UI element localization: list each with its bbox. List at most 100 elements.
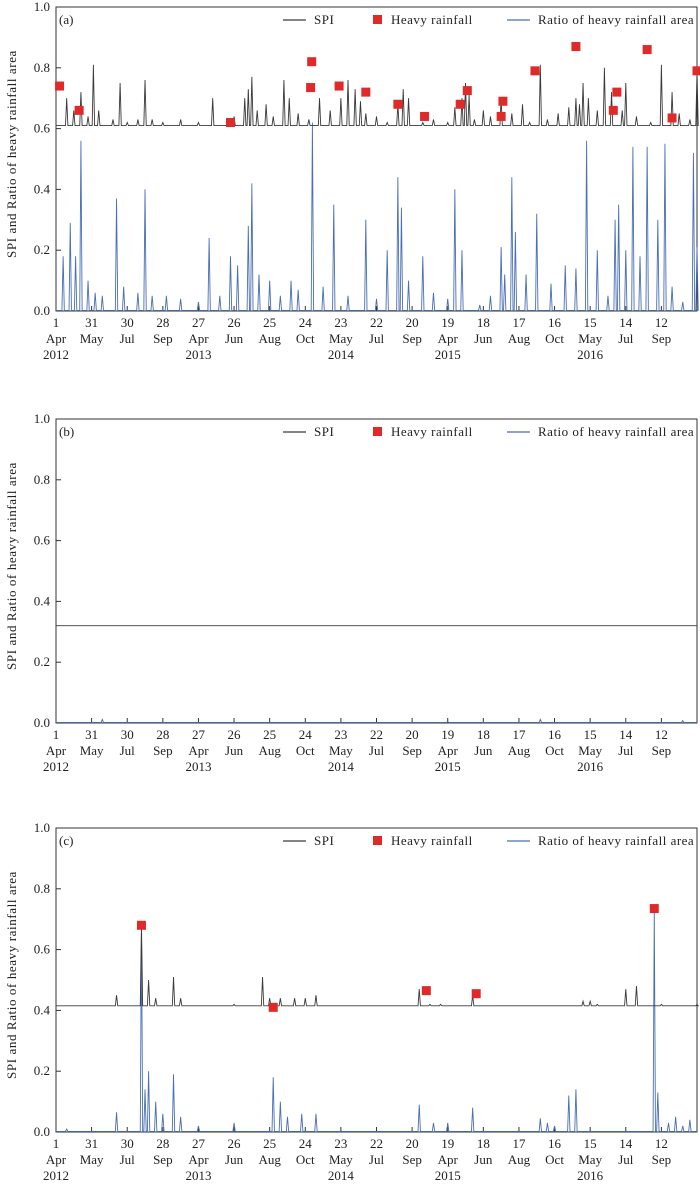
y-tick-label: 0.8 bbox=[34, 881, 50, 896]
heavy-rainfall-marker bbox=[136, 920, 146, 930]
x-tick-month: Aug bbox=[258, 331, 281, 346]
y-tick-label: 0.0 bbox=[34, 1124, 50, 1139]
y-tick-label: 0.0 bbox=[34, 303, 50, 318]
y-tick-label: 1.0 bbox=[34, 0, 50, 14]
heavy-rainfall-marker bbox=[455, 99, 465, 109]
y-tick-label: 1.0 bbox=[34, 411, 50, 426]
plot-frame bbox=[55, 6, 698, 312]
x-tick-month: Sep bbox=[652, 743, 672, 758]
series-ratio-heavy-rainfall-area bbox=[56, 122, 699, 311]
x-tick-day: 30 bbox=[121, 1136, 134, 1151]
x-tick-month: Aug bbox=[508, 1152, 531, 1167]
panel-label: (c) bbox=[59, 833, 73, 848]
x-tick-day: 22 bbox=[370, 315, 383, 330]
heavy-rainfall-marker bbox=[420, 111, 430, 121]
x-tick-month: May bbox=[329, 1152, 353, 1167]
x-tick-month: Apr bbox=[46, 331, 67, 346]
legend-ratio-label: Ratio of heavy rainfall area bbox=[538, 12, 694, 27]
x-tick-month: Jul bbox=[369, 1152, 385, 1167]
x-tick-day: 27 bbox=[192, 727, 206, 742]
x-tick-day: 19 bbox=[441, 1136, 454, 1151]
y-tick-label: 0.6 bbox=[34, 121, 51, 136]
x-tick-day: 14 bbox=[619, 727, 633, 742]
legend-heavy-label: Heavy rainfall bbox=[391, 12, 473, 27]
heavy-rainfall-marker bbox=[74, 105, 84, 115]
x-tick-month: Oct bbox=[545, 1152, 564, 1167]
chart-panel-b: 0.00.20.40.60.81.01Apr201231May30Jul28Se… bbox=[4, 411, 698, 774]
heavy-rainfall-marker bbox=[393, 99, 403, 109]
x-tick-month: May bbox=[80, 1152, 104, 1167]
heavy-rainfall-marker bbox=[462, 86, 472, 96]
x-tick-day: 27 bbox=[192, 1136, 206, 1151]
series-ratio-heavy-rainfall-area bbox=[56, 718, 697, 723]
x-tick-day: 26 bbox=[228, 727, 242, 742]
x-tick-month: Aug bbox=[508, 331, 531, 346]
x-tick-day: 17 bbox=[512, 1136, 526, 1151]
x-tick-day: 1 bbox=[53, 315, 60, 330]
x-tick-day: 22 bbox=[370, 1136, 383, 1151]
x-tick-day: 19 bbox=[441, 315, 454, 330]
chart-panels: 0.00.20.40.60.81.01Apr201231May30Jul28Se… bbox=[4, 0, 700, 1183]
x-tick-day: 20 bbox=[406, 1136, 419, 1151]
x-tick-month: Apr bbox=[46, 743, 67, 758]
x-tick-month: Jul bbox=[618, 743, 634, 758]
y-tick-label: 0.2 bbox=[34, 1063, 50, 1078]
heavy-rainfall-marker bbox=[649, 904, 659, 914]
x-tick-month: Jul bbox=[120, 331, 136, 346]
x-tick-day: 28 bbox=[156, 727, 169, 742]
x-tick-month: Apr bbox=[438, 743, 459, 758]
x-tick-month: Sep bbox=[153, 743, 173, 758]
panel-label: (a) bbox=[59, 12, 73, 27]
x-tick-day: 15 bbox=[584, 727, 597, 742]
x-tick-month: May bbox=[578, 743, 602, 758]
y-axis-label: SPI and Ratio of heavy rainfall area bbox=[4, 871, 19, 1079]
y-tick-label: 0.0 bbox=[34, 715, 50, 730]
x-tick-month: Aug bbox=[508, 743, 531, 758]
legend-heavy-label: Heavy rainfall bbox=[391, 833, 473, 848]
x-tick-day: 24 bbox=[299, 315, 313, 330]
y-tick-label: 0.4 bbox=[34, 593, 51, 608]
x-tick-day: 25 bbox=[263, 727, 276, 742]
x-tick-day: 16 bbox=[548, 315, 562, 330]
x-tick-day: 18 bbox=[477, 315, 490, 330]
x-tick-day: 25 bbox=[263, 1136, 276, 1151]
x-tick-day: 17 bbox=[512, 727, 526, 742]
y-tick-label: 0.6 bbox=[34, 942, 51, 957]
x-tick-month: Oct bbox=[296, 331, 315, 346]
x-tick-day: 17 bbox=[512, 315, 526, 330]
y-tick-label: 0.6 bbox=[34, 533, 51, 548]
x-tick-year: 2014 bbox=[328, 759, 355, 774]
x-tick-month: Jul bbox=[120, 743, 136, 758]
legend-heavy-marker bbox=[373, 15, 382, 24]
x-tick-day: 26 bbox=[228, 1136, 242, 1151]
heavy-rainfall-marker bbox=[471, 989, 481, 999]
x-tick-month: May bbox=[329, 743, 353, 758]
x-tick-day: 15 bbox=[584, 315, 597, 330]
x-tick-month: Aug bbox=[258, 1152, 281, 1167]
heavy-rainfall-marker bbox=[498, 96, 508, 106]
heavy-rainfall-marker bbox=[642, 45, 652, 55]
x-tick-year: 2012 bbox=[43, 759, 69, 774]
x-tick-day: 1 bbox=[53, 1136, 60, 1151]
legend-heavy-marker bbox=[373, 836, 382, 845]
y-axis-label: SPI and Ratio of heavy rainfall area bbox=[4, 462, 19, 670]
heavy-rainfall-marker bbox=[306, 83, 316, 93]
x-tick-month: Apr bbox=[188, 331, 209, 346]
series-spi bbox=[56, 925, 700, 1007]
x-tick-month: Jun bbox=[474, 331, 493, 346]
x-tick-month: Sep bbox=[153, 1152, 173, 1167]
x-tick-month: Sep bbox=[652, 1152, 672, 1167]
y-tick-label: 1.0 bbox=[34, 820, 50, 835]
y-tick-label: 0.8 bbox=[34, 60, 50, 75]
legend-spi-label: SPI bbox=[314, 424, 334, 439]
heavy-rainfall-marker bbox=[612, 87, 622, 97]
heavy-rainfall-marker bbox=[608, 105, 618, 115]
x-tick-month: Jun bbox=[225, 331, 244, 346]
heavy-rainfall-marker bbox=[667, 113, 677, 123]
legend-spi-label: SPI bbox=[314, 833, 334, 848]
x-tick-month: May bbox=[329, 331, 353, 346]
x-tick-month: Apr bbox=[46, 1152, 67, 1167]
legend-heavy-marker bbox=[373, 427, 382, 436]
x-tick-month: Jul bbox=[120, 1152, 136, 1167]
y-tick-label: 0.2 bbox=[34, 654, 50, 669]
